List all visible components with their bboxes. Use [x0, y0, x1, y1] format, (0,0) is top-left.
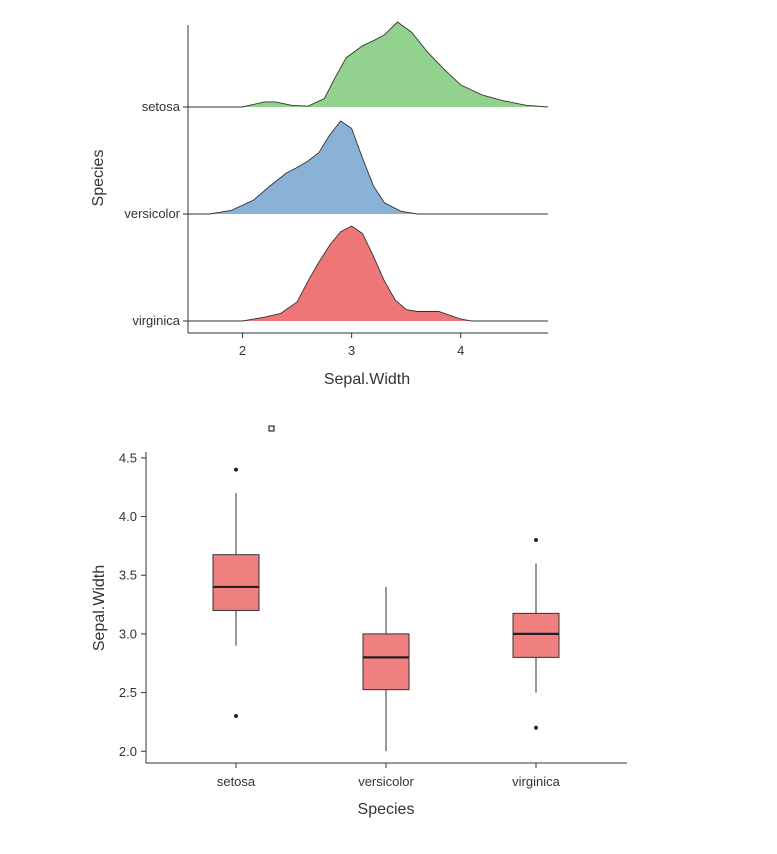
box-setosa	[212, 554, 260, 611]
ridge-x-tick-label: 2	[239, 343, 246, 358]
box-y-tick-label: 2.5	[119, 685, 137, 700]
ridge-y-axis-title: Species	[90, 150, 107, 207]
ridge-x-tick-label: 4	[457, 343, 464, 358]
ridge-area-versicolor	[188, 121, 548, 214]
box-x-tick-label: virginica	[512, 774, 560, 789]
box-virginica	[512, 612, 560, 658]
outlier-point-setosa	[234, 714, 238, 719]
ridgeline-series-group	[188, 21, 549, 322]
box-versicolor	[362, 633, 410, 691]
ridge-y-tick-label: versicolor	[124, 206, 180, 221]
box-x-tick-label: setosa	[217, 774, 256, 789]
box-x-tick-label: versicolor	[358, 774, 414, 789]
ridge-x-axis-title: Sepal.Width	[324, 371, 410, 388]
box-y-tick-label: 4.5	[119, 450, 137, 465]
outlier-point-virginica	[534, 725, 538, 730]
outlier-point-virginica	[534, 538, 538, 543]
ridge-outline-versicolor	[188, 120, 548, 215]
ridge-outline-setosa	[188, 21, 549, 108]
box-y-tick-label: 2.0	[119, 744, 137, 759]
ridgeline-chart: 2 3 4 setosa versicolor virginica Sepal.Widt…	[90, 21, 549, 388]
ridge-x-tick-label: 3	[348, 343, 355, 358]
ridge-y-ticks: setosa versicolor virginica	[124, 99, 188, 328]
box-y-ticks: 2.0 2.5 3.0 3.5 4.0 4.5	[119, 450, 146, 759]
boxplot-series-group	[212, 467, 560, 752]
ridge-y-tick-label: setosa	[142, 99, 181, 114]
ridge-area-setosa	[188, 22, 548, 107]
ridge-y-tick-label: virginica	[132, 313, 180, 328]
ridge-outline-virginica	[188, 225, 548, 322]
small-square-marker	[268, 425, 275, 432]
box-y-tick-label: 3.5	[119, 568, 137, 583]
boxplot-chart: 2.0 2.5 3.0 3.5 4.0 4.5 setosa versicolor virgi…	[91, 450, 627, 818]
box-y-tick-label: 4.0	[119, 509, 137, 524]
outlier-point-setosa	[234, 467, 238, 472]
ridge-area-virginica	[188, 226, 548, 321]
box-x-axis-title: Species	[358, 801, 415, 818]
box-y-axis-title: Sepal.Width	[91, 565, 108, 651]
ridge-x-ticks: 2 3 4	[239, 333, 464, 358]
box-x-ticks: setosa versicolor virginica	[217, 763, 561, 789]
box-y-tick-label: 3.0	[119, 626, 137, 641]
